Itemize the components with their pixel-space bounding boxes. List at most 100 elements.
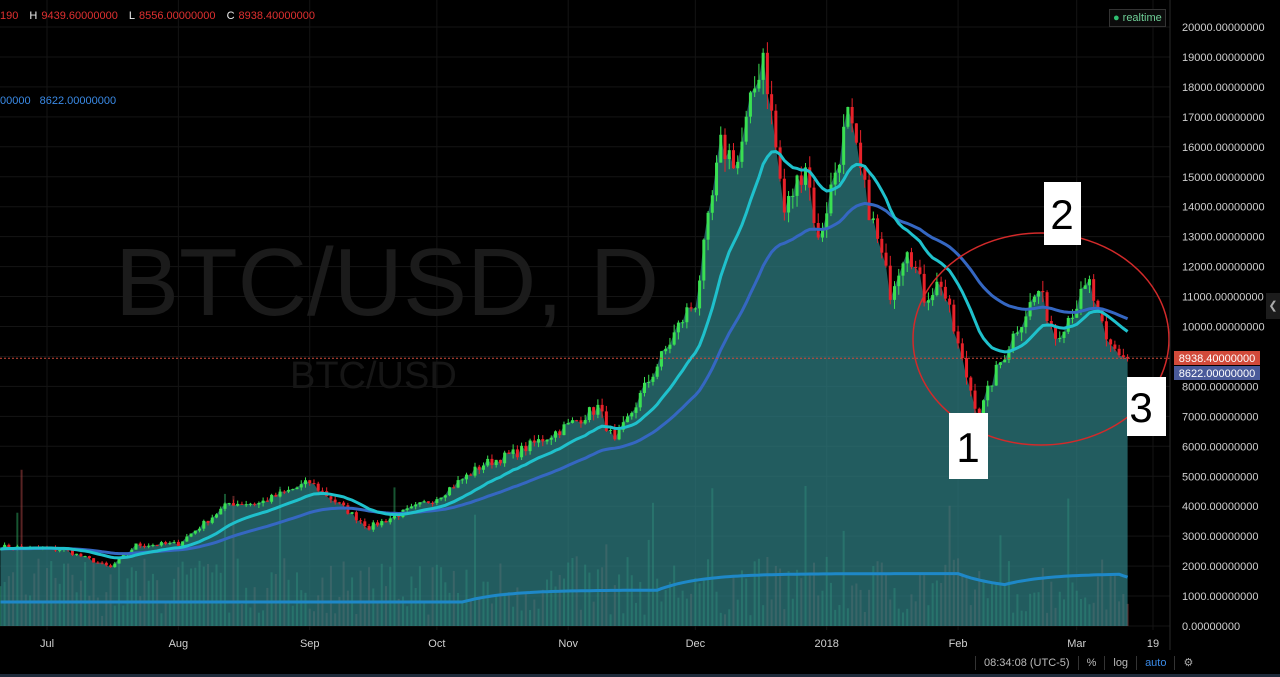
candle-body bbox=[282, 491, 286, 493]
close-value: 8938.40000000 bbox=[238, 10, 315, 22]
candle-body bbox=[1087, 279, 1091, 286]
candle-body bbox=[1003, 359, 1007, 363]
svg-text:8938.40000000: 8938.40000000 bbox=[1179, 353, 1255, 365]
price-tick-label: 10000.00000000 bbox=[1182, 322, 1265, 334]
svg-text:3: 3 bbox=[1129, 384, 1152, 431]
candle-body bbox=[659, 351, 663, 367]
candle-body bbox=[83, 556, 87, 558]
candle-body bbox=[1083, 285, 1087, 289]
candle-body bbox=[541, 439, 545, 442]
ma-legend-value: 8622.00000000 bbox=[39, 95, 117, 107]
high-label: H bbox=[29, 10, 38, 22]
candle-body bbox=[617, 429, 621, 440]
price-tick-label: 8000.00000000 bbox=[1182, 381, 1258, 393]
candle-body bbox=[1020, 327, 1024, 333]
auto-scale-button[interactable]: auto bbox=[1136, 656, 1174, 670]
candle-body bbox=[1007, 349, 1011, 360]
candle-body bbox=[79, 553, 83, 557]
candle-body bbox=[333, 499, 337, 503]
candle-body bbox=[405, 508, 409, 510]
svg-text:1: 1 bbox=[956, 424, 979, 471]
time-tick-label: Feb bbox=[949, 638, 968, 650]
low-value: 8556.00000000 bbox=[139, 10, 216, 22]
ohlc-legend: 190 H 9439.60000000 L 8556.00000000 C 8938.… bbox=[0, 10, 315, 22]
candle-body bbox=[854, 123, 858, 143]
price-tick-label: 13000.00000000 bbox=[1182, 232, 1265, 244]
candle-body bbox=[626, 416, 630, 423]
candle-body bbox=[761, 52, 765, 80]
candle-body bbox=[939, 281, 943, 287]
candle-body bbox=[604, 411, 608, 431]
price-tick-label: 17000.00000000 bbox=[1182, 112, 1265, 124]
candle-body bbox=[189, 533, 193, 537]
candle-body bbox=[193, 530, 197, 534]
candle-body bbox=[655, 366, 659, 377]
candle-body bbox=[329, 496, 333, 500]
candle-body bbox=[554, 431, 558, 438]
gear-icon[interactable]: ⚙ bbox=[1174, 656, 1201, 670]
price-axis-bg[interactable] bbox=[1170, 0, 1266, 650]
candle-body bbox=[1070, 317, 1074, 319]
price-tick-label: 7000.00000000 bbox=[1182, 411, 1258, 423]
candle-body bbox=[549, 437, 553, 440]
price-tick-label: 0.00000000 bbox=[1182, 621, 1240, 633]
candle-body bbox=[236, 503, 240, 506]
price-tick-label: 3000.00000000 bbox=[1182, 531, 1258, 543]
candle-body bbox=[75, 553, 79, 555]
candle-body bbox=[562, 424, 566, 436]
candle-body bbox=[113, 563, 117, 568]
realtime-dot-icon: ● bbox=[1113, 12, 1120, 24]
candle-body bbox=[287, 489, 291, 492]
candle-body bbox=[524, 445, 528, 452]
price-tick-label: 12000.00000000 bbox=[1182, 262, 1265, 274]
candle-body bbox=[215, 514, 219, 518]
candle-body bbox=[537, 439, 541, 443]
candle-body bbox=[151, 544, 155, 546]
candle-body bbox=[198, 528, 202, 531]
candle-body bbox=[778, 147, 782, 179]
candle-body bbox=[494, 459, 498, 466]
candle-body bbox=[460, 479, 464, 481]
candle-body bbox=[634, 407, 638, 413]
chevron-left-icon[interactable]: ❮ bbox=[1266, 293, 1280, 319]
candle-body bbox=[443, 495, 447, 498]
realtime-badge[interactable]: ● realtime bbox=[1109, 9, 1166, 27]
candle-body bbox=[850, 106, 854, 124]
candle-body bbox=[274, 494, 278, 497]
candle-body bbox=[397, 515, 401, 518]
candle-body bbox=[312, 483, 316, 485]
timezone-clock[interactable]: 08:34:08 (UTC-5) bbox=[975, 656, 1078, 670]
candle-body bbox=[888, 265, 892, 300]
candle-body bbox=[337, 502, 341, 504]
candle-body bbox=[426, 501, 430, 503]
candle-body bbox=[248, 503, 252, 505]
candle-body bbox=[58, 550, 62, 552]
candle-body bbox=[532, 440, 536, 443]
candle-body bbox=[354, 512, 358, 521]
candle-body bbox=[240, 503, 244, 505]
candle-body bbox=[833, 172, 837, 185]
percent-scale-button[interactable]: % bbox=[1077, 656, 1105, 670]
log-scale-button[interactable]: log bbox=[1104, 656, 1136, 670]
candle-body bbox=[871, 218, 875, 221]
candle-body bbox=[981, 400, 985, 420]
candle-body bbox=[147, 545, 151, 547]
candle-body bbox=[270, 494, 274, 502]
candle-body bbox=[130, 549, 134, 554]
candle-body bbox=[528, 440, 532, 452]
price-axis-ticks: 0.00000000 1000.00000000 2000.00000000 3000… bbox=[1182, 22, 1265, 633]
candle-body bbox=[418, 502, 422, 505]
ma-fast-line bbox=[0, 149, 1129, 560]
time-tick-label: Oct bbox=[428, 638, 445, 650]
candle-body bbox=[918, 267, 922, 274]
candle-body bbox=[181, 541, 185, 546]
candle-body bbox=[702, 239, 706, 281]
candle-body bbox=[477, 466, 481, 470]
time-tick-label: Nov bbox=[558, 638, 578, 650]
price-tick-label: 14000.00000000 bbox=[1182, 202, 1265, 214]
candle-body bbox=[859, 142, 863, 169]
candle-body bbox=[960, 343, 964, 359]
candle-body bbox=[168, 542, 172, 544]
candle-body bbox=[965, 358, 969, 378]
